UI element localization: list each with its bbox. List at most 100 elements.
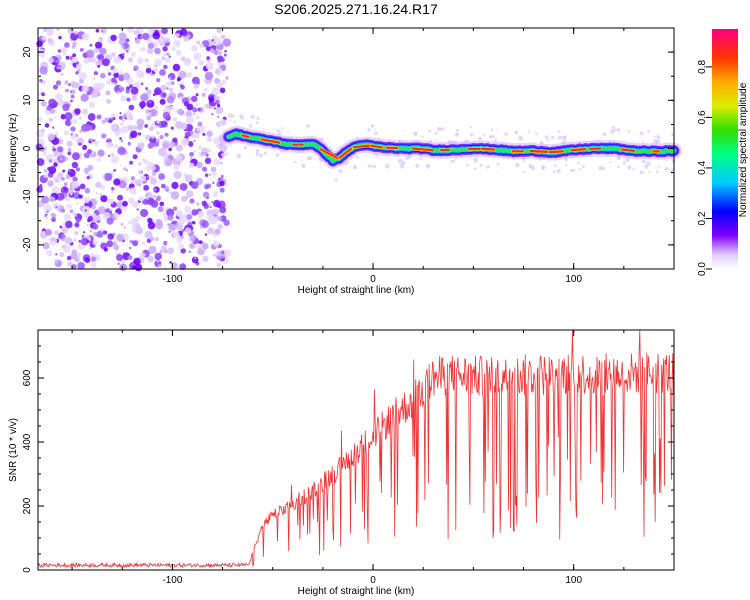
noise-speckle: [196, 203, 200, 207]
noise-speckle: [48, 236, 58, 246]
noise-speckle: [169, 261, 172, 264]
noise-speckle: [171, 181, 179, 189]
noise-speckle: [162, 46, 168, 52]
noise-speckle: [219, 87, 226, 94]
noise-speckle: [204, 233, 208, 236]
noise-speckle: [215, 143, 220, 149]
tone-speckle: [477, 136, 483, 141]
noise-speckle: [140, 93, 149, 102]
tone-speckle: [250, 114, 255, 120]
noise-speckle: [82, 231, 86, 234]
tone-speckle: [276, 128, 278, 131]
noise-speckle: [47, 37, 53, 44]
tone-speckle: [353, 166, 356, 169]
colorbar-tick-label: 0.8: [697, 60, 708, 74]
noise-speckle: [97, 65, 100, 68]
noise-speckle: [188, 115, 192, 119]
tone-speckle: [374, 131, 378, 136]
tone-speckle: [563, 135, 567, 138]
noise-speckle: [92, 223, 99, 230]
noise-speckle: [74, 222, 80, 228]
noise-speckle: [44, 169, 48, 173]
tone-speckle: [413, 131, 418, 136]
noise-speckle: [148, 112, 152, 116]
noise-speckle: [186, 34, 191, 39]
tone-speckle: [544, 135, 549, 140]
noise-speckle: [59, 225, 63, 229]
tone-speckle: [640, 170, 644, 175]
noise-speckle: [90, 256, 97, 262]
noise-speckle: [218, 177, 221, 180]
noise-speckle: [170, 81, 175, 85]
noise-speckle: [108, 154, 111, 157]
snr-x-tick-label: -100: [162, 575, 182, 586]
noise-speckle: [147, 255, 154, 263]
noise-speckle: [56, 65, 61, 70]
tone-speckle: [535, 132, 538, 135]
tone-speckle: [433, 139, 436, 142]
noise-speckle: [201, 92, 206, 98]
noise-speckle: [132, 240, 139, 247]
noise-speckle: [145, 253, 148, 256]
tone-speckle: [248, 124, 253, 128]
noise-speckle: [85, 49, 95, 58]
tone-speckle: [664, 167, 669, 171]
tone-speckle: [469, 126, 472, 129]
noise-speckle: [53, 84, 58, 90]
noise-speckle: [189, 198, 195, 204]
tone-speckle: [565, 163, 568, 166]
tone-peak: [548, 150, 564, 154]
noise-speckle: [207, 227, 214, 235]
noise-speckle: [208, 105, 212, 110]
noise-speckle: [214, 214, 217, 217]
noise-speckle: [202, 242, 209, 250]
noise-speckle: [64, 80, 69, 84]
noise-speckle: [149, 164, 156, 171]
noise-speckle: [64, 112, 73, 121]
noise-speckle: [59, 157, 63, 161]
noise-speckle: [146, 175, 150, 179]
noise-speckle: [199, 43, 204, 49]
tone-speckle: [527, 130, 531, 133]
noise-speckle: [47, 180, 54, 187]
noise-speckle: [70, 89, 76, 95]
tone-speckle: [653, 139, 658, 144]
noise-speckle: [150, 177, 157, 185]
tone-speckle: [665, 159, 667, 162]
tone-speckle: [479, 163, 483, 167]
noise-speckle: [106, 217, 114, 225]
noise-speckle: [211, 201, 214, 203]
noise-speckle: [81, 85, 89, 93]
tone-speckle: [401, 159, 403, 162]
noise-speckle: [90, 253, 95, 258]
noise-speckle: [136, 118, 145, 127]
noise-speckle: [164, 122, 167, 125]
noise-speckle: [84, 187, 91, 194]
tone-speckle: [453, 159, 456, 162]
tone-peak: [529, 149, 549, 153]
snr-series: [37, 329, 674, 569]
noise-speckle: [86, 176, 90, 180]
noise-speckle: [215, 106, 224, 115]
noise-speckle: [93, 213, 97, 217]
snr-y-tick-label: 200: [22, 497, 33, 514]
noise-speckle: [213, 49, 219, 55]
noise-speckle: [63, 130, 69, 136]
noise-speckle: [195, 93, 199, 97]
noise-speckle: [138, 196, 144, 202]
noise-speckle: [87, 149, 92, 154]
noise-speckle: [181, 228, 185, 232]
noise-speckle: [158, 179, 161, 183]
noise-speckle: [155, 196, 161, 202]
noise-speckle: [140, 208, 149, 218]
spec-x-tick-label: 100: [565, 274, 582, 285]
noise-speckle: [160, 249, 164, 254]
noise-speckle: [119, 86, 125, 92]
tone-speckle: [255, 148, 260, 153]
noise-speckle: [128, 221, 132, 225]
noise-speckle: [144, 124, 149, 128]
noise-speckle: [225, 152, 229, 156]
tone-speckle: [483, 134, 486, 137]
tone-speckle: [230, 145, 233, 148]
noise-speckle: [177, 78, 181, 82]
